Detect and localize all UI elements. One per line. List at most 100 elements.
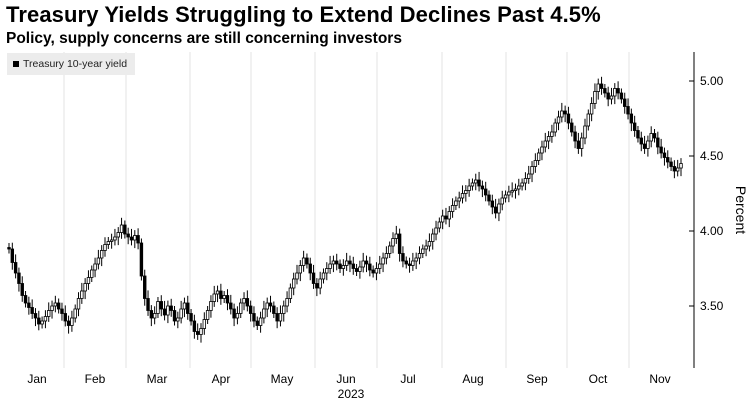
candle-6 [27, 296, 31, 315]
candle-157 [527, 165, 531, 184]
candle-89 [301, 250, 306, 272]
candle-body-73 [248, 305, 253, 314]
candle-93 [315, 278, 319, 297]
candle-body-7 [30, 307, 34, 314]
candle-body-118 [397, 233, 402, 254]
candle-16 [60, 302, 64, 321]
candle-body-71 [242, 298, 246, 304]
y-tick-label-3: 5.00 [700, 74, 724, 88]
candle-201 [672, 160, 677, 179]
candle-4 [20, 276, 24, 302]
candle-body-40 [139, 242, 144, 277]
candle-128 [431, 228, 435, 250]
candle-174 [583, 118, 587, 145]
candle-173 [579, 132, 584, 157]
candle-body-190 [636, 130, 640, 139]
candle-20 [73, 304, 77, 323]
candle-body-149 [500, 197, 504, 205]
candle-body-91 [308, 263, 312, 274]
candle-body-178 [596, 83, 600, 92]
candle-body-196 [656, 137, 660, 148]
candle-90 [305, 253, 309, 269]
candle-176 [589, 97, 594, 122]
candle-body-104 [351, 263, 355, 269]
candle-body-19 [70, 317, 74, 326]
candle-77 [262, 300, 266, 324]
candle-171 [573, 125, 577, 149]
candle-body-27 [96, 257, 101, 265]
candle-body-72 [245, 298, 250, 307]
candle-184 [616, 81, 620, 100]
candle-112 [378, 255, 382, 274]
candle-body-195 [652, 133, 657, 139]
yield-series [7, 76, 683, 343]
candle-body-113 [381, 257, 385, 265]
candle-body-144 [483, 188, 488, 196]
candle-body-79 [268, 302, 273, 307]
candle-body-1 [10, 248, 15, 263]
candle-body-74 [252, 313, 256, 322]
candle-57 [195, 323, 200, 340]
candle-body-120 [404, 260, 408, 265]
candle-196 [656, 131, 660, 155]
candle-140 [470, 178, 475, 191]
candle-69 [235, 306, 240, 325]
candle-body-69 [235, 313, 240, 319]
candle-body-25 [90, 269, 94, 278]
candle-body-146 [490, 200, 495, 208]
candle-body-108 [364, 260, 369, 265]
candle-71 [242, 292, 246, 311]
candle-body-47 [162, 308, 167, 316]
candle-body-9 [37, 317, 41, 325]
candle-87 [295, 264, 299, 285]
candle-161 [540, 140, 544, 161]
candle-body-102 [344, 260, 349, 266]
candle-106 [358, 260, 362, 279]
candle-body-42 [146, 298, 150, 311]
candle-156 [523, 172, 528, 191]
candle-190 [636, 126, 640, 143]
candle-144 [483, 181, 488, 202]
candle-body-101 [341, 265, 346, 269]
candle-body-55 [189, 313, 193, 322]
candle-27 [96, 249, 101, 270]
candle-body-23 [83, 283, 87, 292]
candle-body-60 [205, 310, 210, 320]
candle-body-83 [282, 305, 286, 314]
candle-14 [53, 295, 58, 313]
grid-lines [63, 52, 630, 368]
candle-65 [222, 291, 226, 303]
candle-37 [129, 228, 134, 246]
candle-body-198 [662, 152, 667, 158]
candle-200 [669, 157, 673, 171]
candle-70 [239, 298, 243, 318]
candle-162 [543, 132, 547, 153]
candle-121 [407, 257, 412, 273]
candle-137 [460, 185, 465, 204]
candle-body-145 [487, 194, 491, 202]
candle-body-89 [301, 257, 306, 266]
candle-148 [497, 198, 501, 222]
candle-body-165 [553, 122, 557, 133]
candle-62 [212, 285, 216, 307]
candle-body-80 [272, 305, 276, 314]
candle-body-121 [407, 263, 412, 266]
candle-body-127 [427, 241, 432, 247]
candle-body-158 [530, 166, 534, 175]
candle-54 [186, 295, 190, 320]
candle-body-59 [202, 319, 207, 329]
axes: 3.50 4.00 4.50 5.00 Percent Jan Feb Mar Apr May Ju… [27, 52, 749, 401]
candle-body-128 [431, 233, 435, 242]
candle-88 [298, 260, 303, 282]
candle-75 [255, 316, 259, 330]
candle-97 [328, 255, 332, 274]
candle-9 [37, 310, 41, 331]
candle-body-63 [215, 290, 220, 295]
candle-body-18 [66, 320, 71, 326]
candle-63 [215, 285, 220, 303]
candle-body-29 [103, 244, 107, 251]
candle-28 [99, 245, 104, 267]
candle-body-192 [642, 143, 647, 149]
candle-body-125 [421, 248, 425, 254]
candle-96 [325, 262, 329, 281]
